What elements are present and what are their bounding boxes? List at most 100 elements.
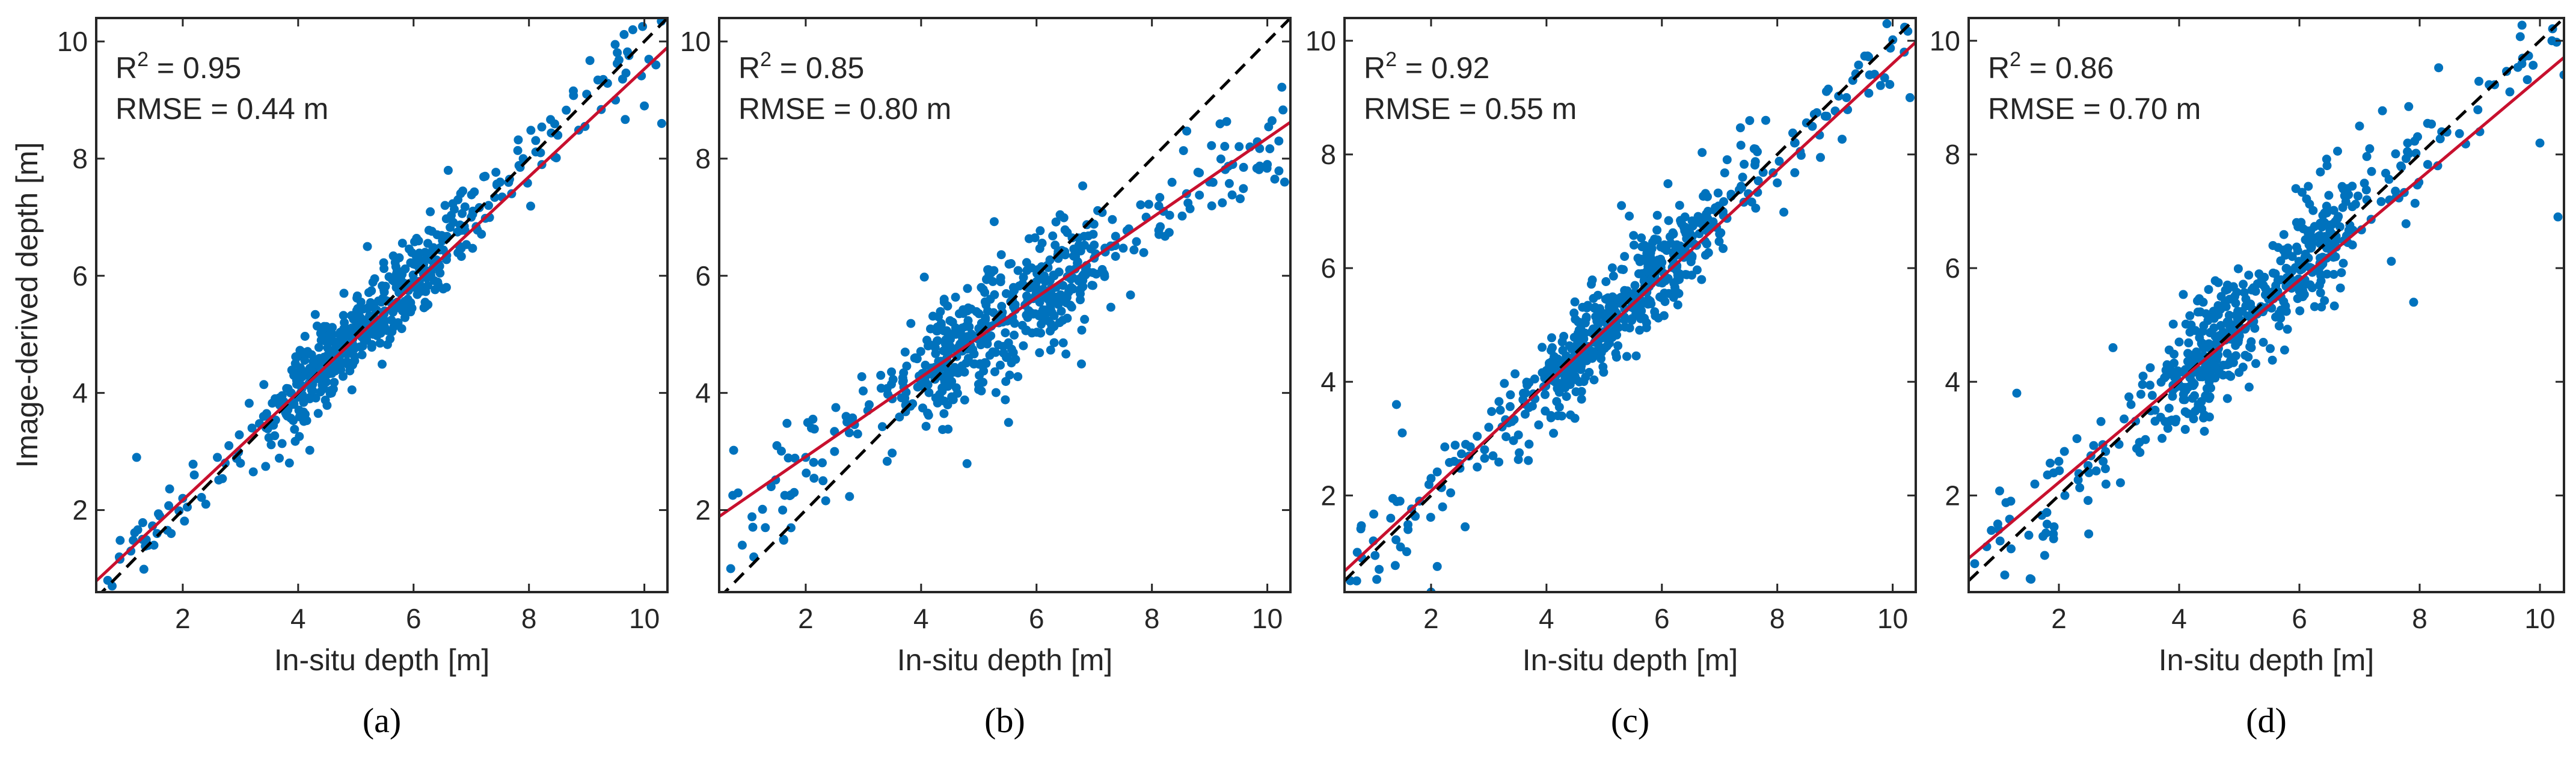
- identity-line: [100, 18, 667, 592]
- data-point: [1013, 266, 1023, 275]
- data-point: [916, 347, 925, 356]
- data-point: [433, 277, 443, 287]
- data-point: [390, 274, 399, 283]
- data-point: [844, 428, 854, 438]
- x-tick-label: 10: [1252, 603, 1283, 634]
- data-point: [1001, 289, 1011, 298]
- data-point: [1576, 364, 1586, 373]
- data-point: [2240, 350, 2250, 360]
- data-point: [2136, 390, 2145, 399]
- data-point: [2316, 167, 2325, 177]
- data-point: [1046, 345, 1055, 355]
- data-point: [349, 314, 358, 324]
- data-point: [1697, 275, 1707, 284]
- data-point: [2204, 394, 2214, 403]
- data-point: [613, 48, 622, 58]
- data-point: [1007, 259, 1016, 268]
- data-point: [2221, 302, 2231, 311]
- data-point: [782, 418, 792, 428]
- data-point: [1822, 87, 1831, 96]
- y-tick-label: 2: [72, 495, 88, 526]
- data-point: [900, 347, 910, 357]
- x-tick-label: 6: [1029, 603, 1044, 634]
- data-point: [1461, 522, 1470, 531]
- x-tick-label: 6: [1654, 603, 1670, 634]
- data-point: [2205, 367, 2215, 376]
- data-point: [766, 482, 776, 492]
- data-point: [1751, 203, 1761, 213]
- data-point: [1716, 228, 1726, 237]
- data-point: [1218, 198, 1227, 207]
- data-point: [1660, 297, 1670, 307]
- data-point: [1440, 442, 1450, 451]
- data-point: [2410, 136, 2420, 146]
- panel-caption: (a): [363, 701, 401, 740]
- data-point: [2552, 37, 2562, 47]
- data-point: [2012, 388, 2022, 398]
- data-point: [424, 225, 434, 235]
- data-point: [407, 248, 417, 257]
- data-point: [1515, 448, 1524, 457]
- x-axis-label: In-situ depth [m]: [274, 643, 490, 677]
- data-point: [1608, 271, 1618, 281]
- data-point: [1239, 162, 1248, 172]
- data-point: [1652, 210, 1662, 220]
- data-point: [2553, 212, 2563, 222]
- data-point: [2338, 258, 2348, 268]
- data-point: [1370, 551, 1380, 560]
- r-squared-symbol: R: [1988, 51, 2010, 85]
- data-point: [996, 250, 1006, 260]
- data-point: [2322, 201, 2331, 211]
- data-point: [1432, 467, 1442, 477]
- data-point: [729, 445, 738, 455]
- data-point: [526, 201, 535, 211]
- data-point: [1087, 281, 1097, 290]
- data-point: [1037, 239, 1047, 248]
- data-point: [1164, 228, 1174, 237]
- x-tick-label: 10: [2524, 603, 2555, 634]
- data-point: [1625, 212, 1634, 221]
- data-point: [1625, 323, 1634, 333]
- data-point: [294, 405, 304, 415]
- y-tick-label: 4: [1945, 366, 1960, 397]
- rmse-text: RMSE = 0.80 m: [738, 92, 951, 126]
- data-point: [1046, 304, 1055, 314]
- identity-line: [1969, 18, 2564, 582]
- data-point: [247, 423, 257, 433]
- data-point: [1557, 411, 1566, 421]
- data-point: [2434, 63, 2444, 73]
- data-point: [895, 412, 904, 422]
- data-point: [1465, 442, 1475, 451]
- data-point: [423, 281, 432, 290]
- data-point: [268, 399, 277, 408]
- data-point: [458, 186, 468, 196]
- data-point: [201, 500, 210, 509]
- data-point: [1995, 536, 2005, 546]
- data-point: [2194, 400, 2203, 409]
- data-point: [2204, 339, 2214, 349]
- data-point: [1035, 226, 1045, 236]
- data-point: [2505, 87, 2515, 97]
- data-point: [1660, 289, 1669, 298]
- x-tick-label: 4: [2171, 603, 2187, 634]
- data-point: [1735, 123, 1745, 133]
- data-point: [414, 236, 423, 246]
- data-point: [2324, 191, 2334, 200]
- data-point: [2198, 326, 2207, 336]
- data-point: [416, 287, 426, 296]
- data-point: [514, 135, 523, 145]
- data-point: [2150, 417, 2160, 426]
- data-point: [2304, 240, 2314, 249]
- data-point: [1480, 445, 1489, 454]
- data-point: [1262, 164, 1272, 173]
- data-point: [1987, 525, 1996, 535]
- data-point: [277, 391, 287, 400]
- data-point: [990, 290, 999, 299]
- data-point: [1617, 201, 1627, 210]
- data-point: [809, 474, 819, 483]
- data-point: [621, 115, 630, 124]
- data-point: [1524, 378, 1534, 388]
- data-point: [1501, 432, 1511, 441]
- data-point: [290, 436, 300, 446]
- data-point: [1719, 197, 1728, 206]
